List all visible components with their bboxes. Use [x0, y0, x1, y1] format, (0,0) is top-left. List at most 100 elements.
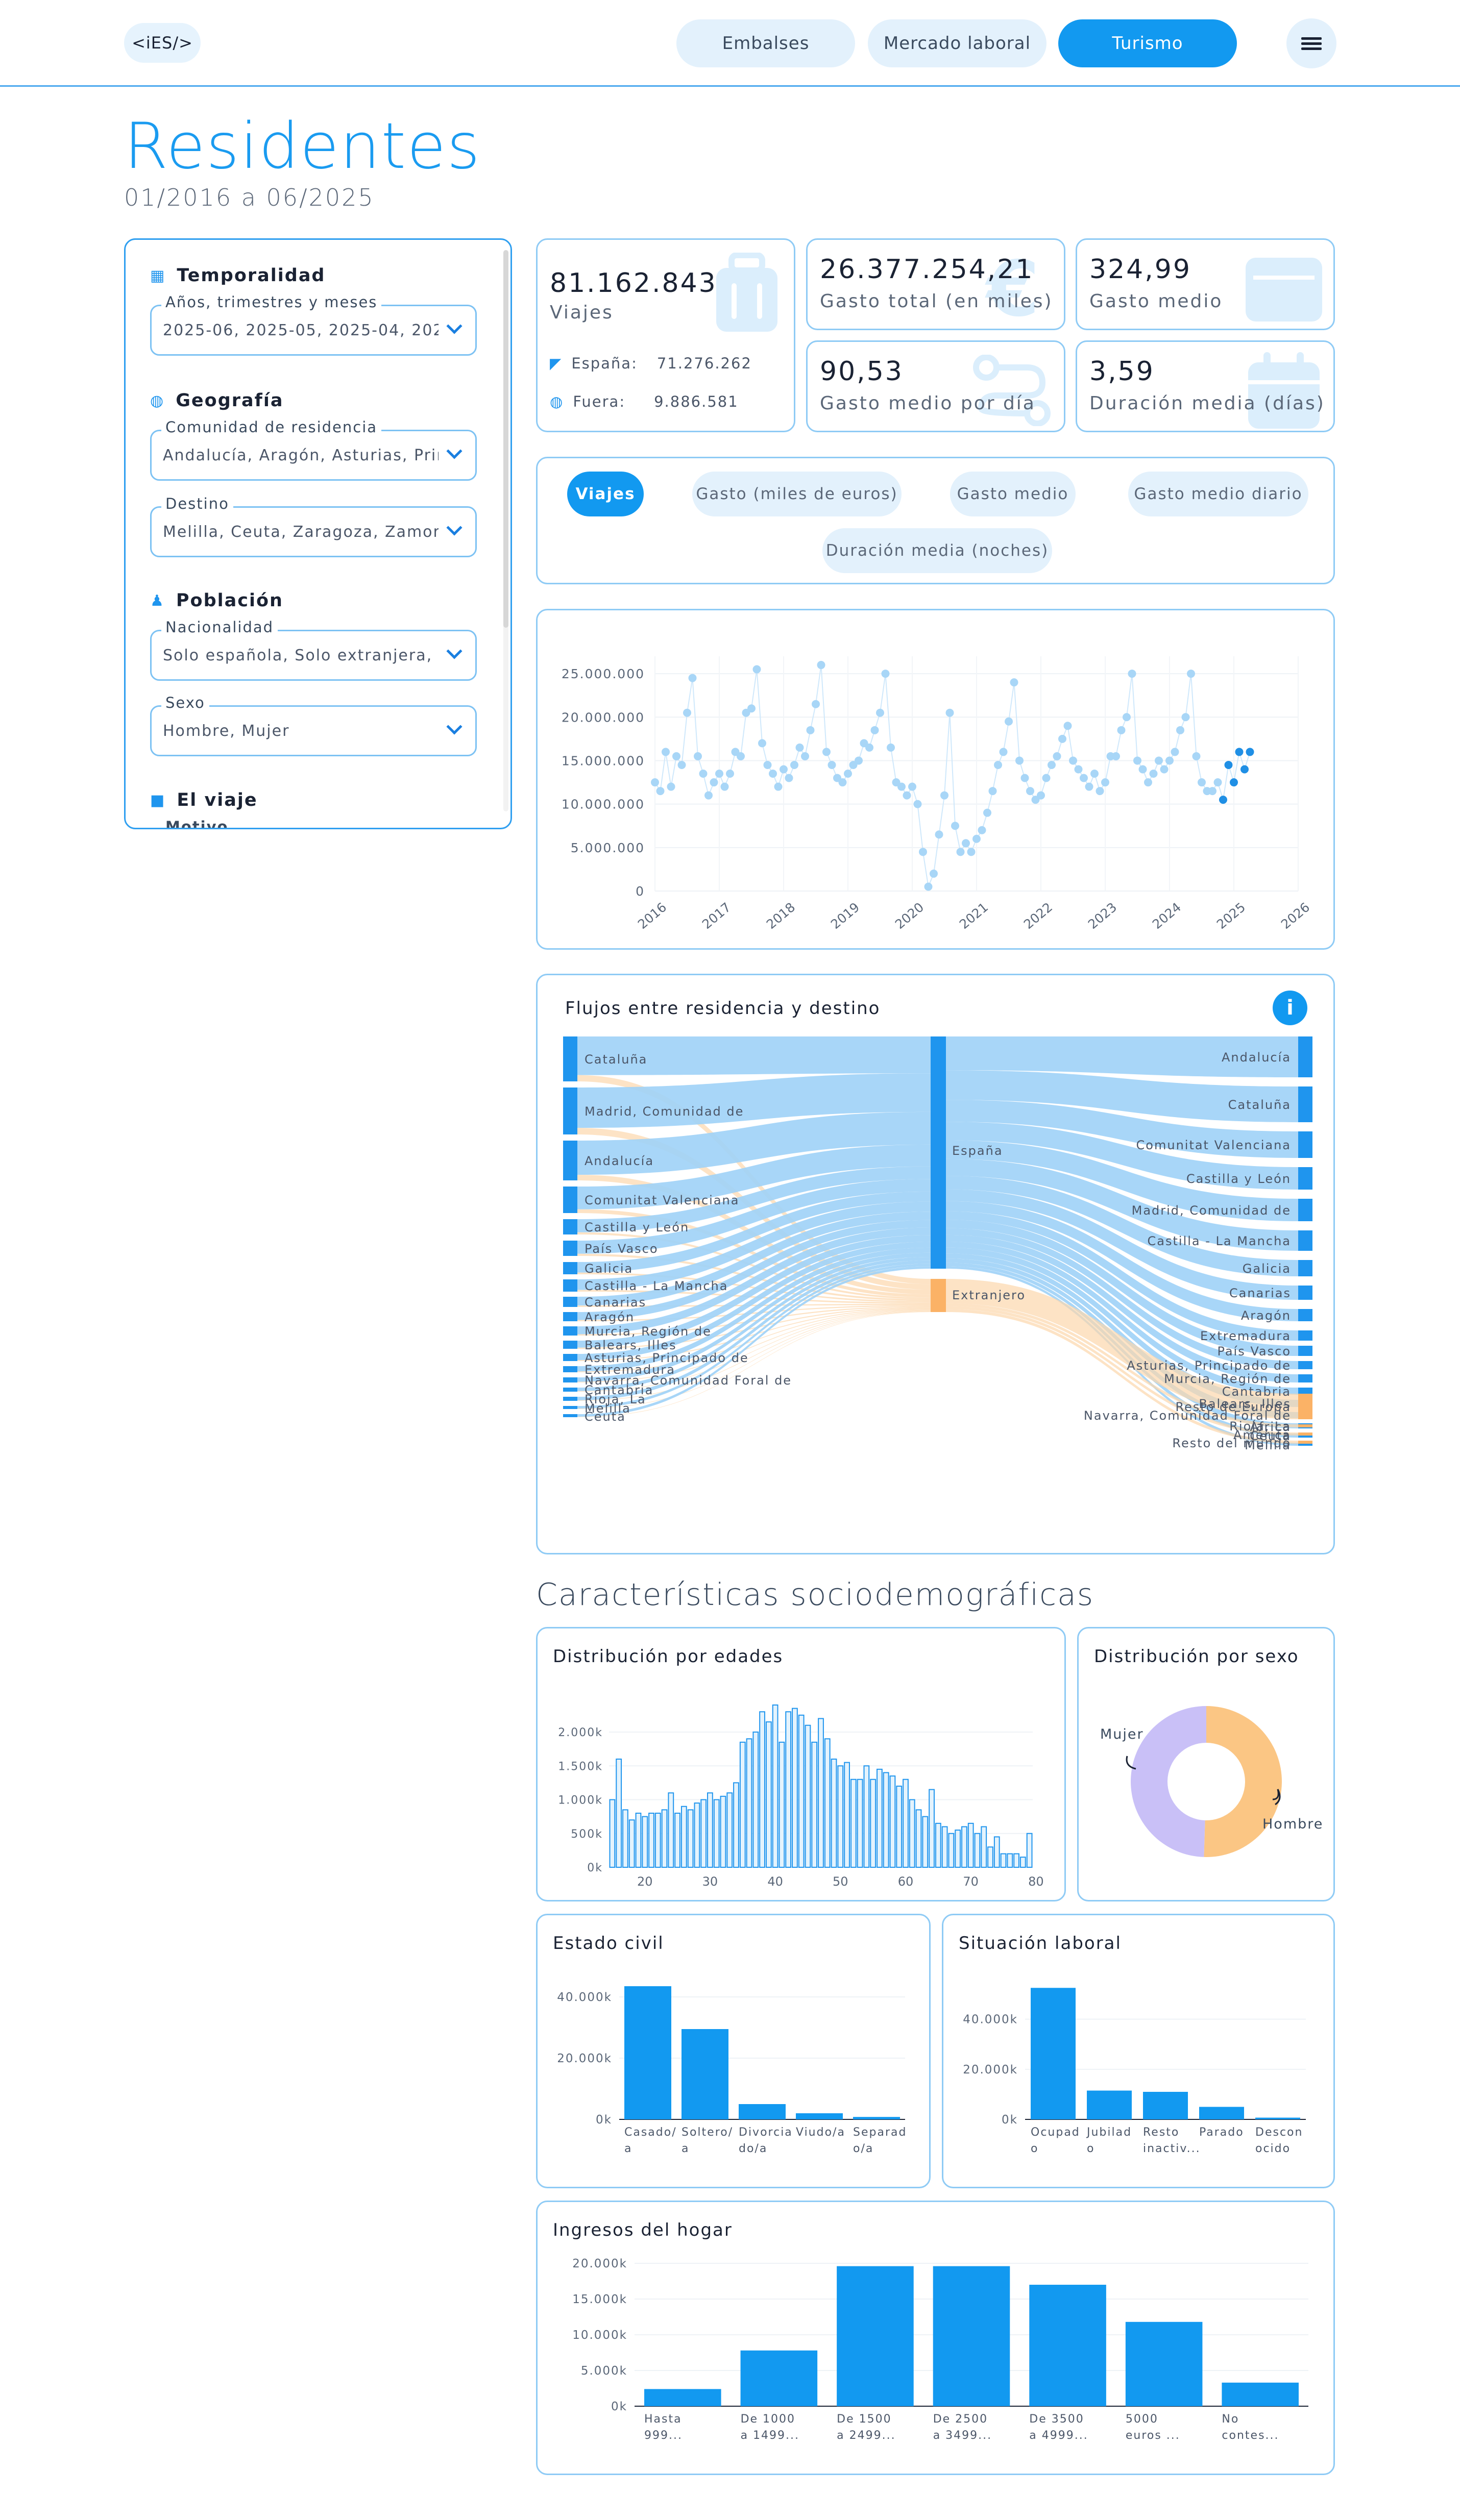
tab-viajes[interactable]: Viajes [567, 472, 644, 516]
bar [713, 1799, 720, 1868]
bar [765, 1721, 772, 1868]
data-point [1219, 796, 1227, 804]
hamburger-menu-icon[interactable] [1286, 18, 1336, 68]
sankey-link [577, 1311, 931, 1401]
data-point [774, 782, 783, 791]
bar [870, 1778, 877, 1868]
bar [818, 1718, 824, 1868]
sankey-link [577, 1310, 931, 1392]
nav-turismo[interactable]: Turismo [1058, 19, 1237, 67]
donut-slice [1131, 1706, 1206, 1857]
data-point [956, 848, 965, 856]
x-tick-label: 30 [702, 1874, 718, 1889]
data-point [1128, 670, 1136, 678]
data-point [694, 752, 702, 760]
globe-icon: ◍ [150, 391, 165, 410]
nav-mercado-laboral[interactable]: Mercado laboral [868, 19, 1047, 67]
x-tick-label: a [624, 2142, 632, 2155]
sankey-link [946, 1140, 1298, 1221]
select-residencia[interactable]: Andalucía, Aragón, Asturias, Principado … [150, 430, 477, 481]
data-point [737, 752, 745, 760]
x-tick-label: Parado [1199, 2126, 1244, 2139]
section-poblacion: ♟ Población [150, 590, 283, 611]
sankey-node-left [563, 1219, 577, 1234]
sankey-label-right: Canarias [1229, 1286, 1291, 1300]
x-tick-label: 50 [833, 1874, 848, 1889]
sankey-link [577, 1036, 931, 1075]
bar [759, 1711, 765, 1868]
bar [948, 1833, 955, 1868]
x-tick-label: o/a [853, 2142, 873, 2155]
x-tick-label: 5000 [1126, 2413, 1158, 2426]
sankey-node-right [1298, 1286, 1312, 1300]
bar [831, 1759, 837, 1868]
bar [853, 2117, 900, 2119]
date-range: 01/2016 a 06/2025 [124, 184, 375, 211]
kpi-duracion-value: 3,59 [1089, 356, 1155, 387]
data-point [1165, 756, 1174, 765]
data-point [1026, 787, 1034, 796]
sankey-label-left: Murcia, Región de [585, 1324, 712, 1339]
civil-title: Estado civil [553, 1933, 664, 1954]
sankey-label-right: América [1233, 1428, 1291, 1442]
select-sexo[interactable]: Hombre, Mujer [150, 705, 477, 756]
bar [687, 1809, 694, 1868]
data-point [1101, 778, 1109, 787]
bar [844, 1762, 850, 1868]
sankey-link [946, 1158, 1298, 1251]
sankey-link [577, 1257, 931, 1391]
select-temporalidad[interactable]: 2025-06, 2025-05, 2025-04, 2025-03 [150, 305, 477, 356]
tab-gasto-medio[interactable]: Gasto medio [950, 472, 1076, 516]
legend-label: Hombre [1262, 1816, 1323, 1832]
timeseries-card: 25.000.000 20.000.000 15.000.000 10.000.000… [536, 609, 1335, 950]
sankey-link [577, 1227, 931, 1335]
x-tick-label: 40 [767, 1874, 783, 1889]
y-tick-label: 25.000.000 [562, 666, 645, 681]
bar [752, 1732, 759, 1868]
sankey-link [946, 1201, 1298, 1321]
tab-gasto-medio-diario[interactable]: Gasto medio diario [1128, 472, 1308, 516]
sankey-link [577, 1266, 931, 1417]
kpi-fuera-row: ◍ Fuera: 9.886.581 [550, 393, 739, 410]
kpi-gasto-medio-value: 324,99 [1089, 254, 1191, 285]
data-point [1138, 765, 1147, 774]
nav-embalses[interactable]: Embalses [676, 19, 855, 67]
sankey-node-right [1298, 1346, 1312, 1356]
kpi-espana-row: ◤ España: 71.276.262 [550, 355, 752, 372]
sankey-node-left [563, 1341, 577, 1349]
logo[interactable]: <iES/> [124, 23, 201, 63]
tab-duracion-media[interactable]: Duración media (noches) [822, 528, 1052, 573]
sankey-label-left: Castilla y León [585, 1220, 689, 1234]
tab-gasto-miles[interactable]: Gasto (miles de euros) [692, 472, 902, 516]
sankey-chart: Cataluña Madrid, Comunidad de Andalucía Com… [563, 1036, 1312, 1452]
bar [668, 1792, 674, 1868]
sankey-node-extranjero [931, 1279, 946, 1312]
scrollbar-thumb[interactable] [503, 250, 508, 628]
data-point [988, 787, 997, 796]
income-chart: 20.000k 15.000k 10.000k 5.000k 0k Hasta 999...… [572, 2257, 1308, 2442]
info-icon[interactable]: i [1273, 991, 1307, 1025]
x-tick-label: 70 [963, 1874, 979, 1889]
data-point [962, 839, 970, 848]
data-point [1112, 752, 1120, 760]
x-tick-label: o [1031, 2142, 1038, 2155]
data-point [897, 782, 906, 791]
data-point [769, 770, 777, 778]
sankey-link [577, 1232, 931, 1299]
sankey-label-left: Andalucía [585, 1154, 654, 1168]
data-point [1096, 787, 1104, 796]
sankey-link [577, 1310, 931, 1382]
data-point [747, 704, 756, 713]
sankey-node-right [1298, 1131, 1312, 1158]
x-tick-label: a [682, 2142, 689, 2155]
select-destino[interactable]: Melilla, Ceuta, Zaragoza, Zamora [150, 506, 477, 557]
sankey-label-left: Cantabria [585, 1383, 653, 1397]
sankey-node-espana [931, 1036, 946, 1269]
data-point [662, 748, 670, 756]
sankey-label-right: Castilla - La Mancha [1148, 1234, 1291, 1248]
sankey-link [577, 1242, 931, 1361]
select-nacionalidad[interactable]: Solo española, Solo extranjera, Doble [150, 630, 477, 681]
sankey-link [946, 1234, 1298, 1382]
x-tick-label: De 3500 [1029, 2413, 1084, 2426]
kpi-viajes-value: 81.162.843 [550, 268, 717, 299]
